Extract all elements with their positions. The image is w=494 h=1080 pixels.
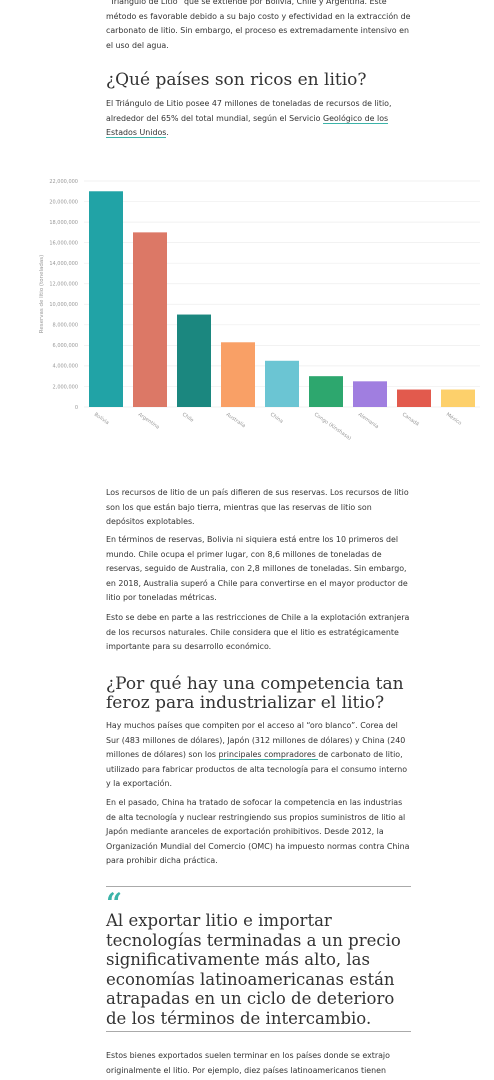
bar xyxy=(133,232,167,407)
paragraph: Esto se debe en parte a las restriccione… xyxy=(106,613,410,651)
x-tick-label: Congo (Kinshasa) xyxy=(313,412,352,440)
y-tick-label: 10,000,000 xyxy=(49,302,78,308)
x-tick-label: Argentina xyxy=(137,412,160,431)
y-tick-label: 0 xyxy=(75,405,78,411)
divider xyxy=(106,886,411,887)
y-tick-label: 14,000,000 xyxy=(49,261,78,267)
y-tick-label: 4,000,000 xyxy=(53,364,78,370)
y-tick-label: 18,000,000 xyxy=(49,220,78,226)
paragraph: Estos bienes exportados suelen terminar … xyxy=(106,1051,390,1075)
bar-chart: 0 2,000,000 4,000,000 6,000,000 8,000,000 10,… xyxy=(39,179,480,440)
y-tick-label: 2,000,000 xyxy=(53,384,78,390)
y-axis-label: Reservas de litio (toneladas) xyxy=(39,255,45,334)
paragraph: Los recursos de litio de un país difiere… xyxy=(106,488,409,526)
y-tick-label: 22,000,000 xyxy=(49,179,78,185)
heading: ¿Qué países son ricos en litio? xyxy=(106,70,367,90)
text: . xyxy=(166,128,169,137)
bar xyxy=(397,389,431,407)
text: Hay muchos países que compiten por el ac… xyxy=(106,721,406,759)
y-tick-label: 20,000,000 xyxy=(49,199,78,205)
link[interactable]: principales compradores xyxy=(218,750,319,760)
divider xyxy=(106,1031,411,1032)
paragraph: El Triángulo de Litio posee 47 millones … xyxy=(106,97,412,141)
heading: ¿Por qué hay una competencia tan feroz p… xyxy=(106,674,404,713)
bar xyxy=(353,381,387,407)
text: El Triángulo de Litio posee 47 millones … xyxy=(106,99,392,123)
bar xyxy=(221,342,255,407)
x-tick-label: Bolivia xyxy=(93,412,110,426)
x-tick-label: México xyxy=(445,411,463,427)
bar xyxy=(89,191,123,407)
text: de carbonato de litio, utilizado para fa… xyxy=(106,750,408,788)
y-tick-label: 12,000,000 xyxy=(49,282,78,288)
x-tick-label: Alemania xyxy=(357,412,380,430)
bar xyxy=(309,376,343,407)
paragraph: En el pasado, China ha tratado de sofoca… xyxy=(106,798,410,865)
bar xyxy=(265,360,299,407)
paragraph: En términos de reservas, Bolivia ni siqu… xyxy=(106,535,408,602)
y-tick-label: 6,000,000 xyxy=(53,343,78,349)
bar xyxy=(177,314,211,407)
x-tick-label: China xyxy=(269,412,284,425)
quote-mark: “ xyxy=(106,887,123,920)
paragraph: “Triángulo de Litio” que se extiende por… xyxy=(106,0,411,50)
bar xyxy=(441,389,475,407)
link[interactable]: Geológico de los Estados Unidos xyxy=(106,113,389,138)
paragraph: Hay muchos países que compiten por el ac… xyxy=(106,719,412,792)
quote: Al exportar litio e importar tecnologías… xyxy=(106,911,401,1028)
x-tick-label: Chile xyxy=(181,412,195,424)
y-tick-label: 8,000,000 xyxy=(53,323,78,329)
y-tick-label: 16,000,000 xyxy=(49,240,78,246)
x-tick-label: Canadá xyxy=(401,411,421,428)
x-tick-label: Australia xyxy=(225,412,247,430)
